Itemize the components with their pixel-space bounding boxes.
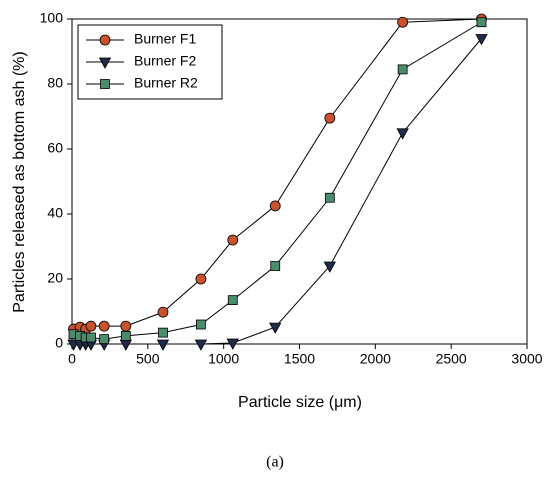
legend-label: Burner F1 [134, 31, 196, 47]
point [157, 306, 169, 318]
caption: (a) [266, 454, 284, 471]
x-tick-label: 3000 [511, 351, 542, 367]
legend-marker [98, 57, 112, 69]
x-tick-label: 0 [68, 351, 76, 367]
point [323, 261, 337, 273]
x-tick-label: 1000 [208, 351, 239, 367]
point [99, 334, 110, 345]
legend-label: Burner F2 [134, 53, 196, 69]
y-tick-label: 60 [47, 140, 63, 156]
point [195, 273, 207, 285]
point [270, 261, 281, 271]
x-tick-label: 2000 [360, 351, 391, 367]
point [156, 339, 170, 351]
point [85, 320, 97, 332]
point [120, 330, 131, 341]
point [324, 112, 336, 124]
legend-label: Burner R2 [134, 75, 198, 91]
point [119, 339, 133, 351]
legend-marker [100, 79, 110, 89]
x-tick-label: 500 [136, 351, 160, 367]
y-axis-label: Particles released as bottom ash (%) [11, 51, 28, 312]
x-axis-label: Particle size (μm) [238, 394, 362, 411]
point [86, 332, 96, 343]
y-tick-label: 100 [40, 10, 64, 26]
point [475, 34, 488, 46]
point [226, 338, 239, 350]
y-tick-label: 0 [55, 335, 63, 351]
y-tick-label: 40 [47, 205, 63, 221]
point [194, 339, 208, 351]
point [269, 200, 281, 212]
legend-marker [99, 34, 111, 46]
point [120, 320, 132, 332]
point [269, 322, 282, 334]
y-tick-label: 20 [47, 270, 63, 286]
point [324, 192, 335, 203]
point [476, 17, 487, 28]
point [158, 327, 168, 338]
point [196, 319, 206, 330]
x-tick-label: 1500 [284, 351, 315, 367]
point [227, 295, 238, 306]
x-tick-label: 2500 [436, 351, 467, 367]
point [227, 234, 239, 246]
point [396, 128, 409, 140]
point [98, 320, 110, 332]
y-tick-label: 80 [47, 75, 63, 91]
point [397, 16, 409, 28]
point [397, 64, 408, 75]
